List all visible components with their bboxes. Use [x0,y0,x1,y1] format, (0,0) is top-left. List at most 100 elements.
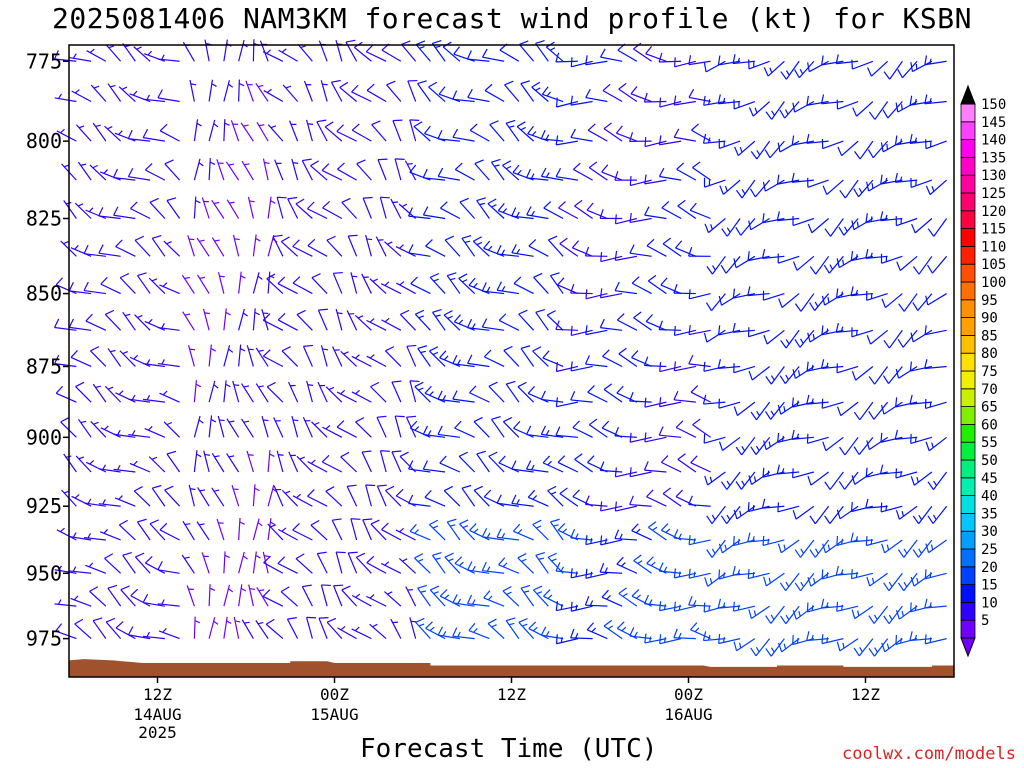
wind-barb [277,556,298,574]
wind-barb [157,323,180,331]
wind-barb [241,160,254,181]
wind-barb [193,119,202,142]
wind-barb [391,380,402,403]
wind-barb [316,119,328,142]
wind-barb [277,312,298,331]
wind-barb [792,468,815,479]
wind-barb [122,42,136,62]
colorbar-label: 20 [981,560,998,576]
wind-barb [540,626,564,640]
wind-barb [381,317,402,331]
wind-barb [320,345,328,367]
wind-barb [444,235,461,257]
wind-barb [618,347,638,367]
wind-barb [617,43,638,62]
wind-barb [166,197,181,219]
colorbar-segment [960,548,976,568]
wind-barb [764,140,785,159]
wind-barb [496,245,519,257]
wind-barb [280,236,299,257]
wind-barb [820,598,844,609]
wind-barb [910,602,933,613]
wind-barb [83,244,106,257]
wind-barb [223,39,232,62]
wind-barb [868,605,889,624]
wind-barb [600,252,623,263]
wind-barb [821,55,844,66]
wind-barb [350,518,361,541]
wind-barb [409,420,431,438]
wind-barb [288,381,299,403]
wind-barb [910,60,933,73]
wind-barb [763,436,785,451]
colorbar-label: 25 [981,542,998,558]
wind-barb [74,618,92,640]
wind-barb [376,415,387,438]
wind-barb [468,622,490,640]
wind-barb [584,495,608,507]
wind-barb [750,436,771,455]
wind-barb [92,383,107,403]
wind-barb [370,381,387,403]
wind-barb [574,453,593,473]
wind-barb [532,346,549,367]
wind-barb [467,354,490,368]
wind-barb [777,140,800,153]
wind-barb [148,277,166,295]
wind-barb [252,308,260,331]
wind-barb [646,238,667,257]
wind-barb [910,433,933,444]
wind-barb [85,562,107,574]
wind-barb [555,320,578,331]
wind-barb [835,565,859,576]
wind-barb [602,349,623,368]
wind-barb [282,84,299,102]
wind-barb [647,274,667,295]
wind-barb [555,426,578,438]
wind-barb [90,84,107,102]
wind-barb [355,552,372,574]
wind-barb [255,347,269,367]
wind-barb [865,498,888,509]
wind-barb [422,460,446,473]
wind-barb [437,425,460,438]
wind-barb [925,436,947,452]
wind-barb [223,616,232,639]
wind-barb [333,584,344,607]
wind-barb [572,489,593,507]
wind-barb [555,167,578,181]
wind-barb [572,162,593,181]
wind-barb [481,318,505,331]
wind-barb [543,589,564,607]
wind-barb [910,329,933,343]
wind-barb [330,79,343,102]
wind-barb [255,620,269,639]
wind-barb [288,451,299,473]
colorbar-segment [960,406,976,425]
wind-barb [792,216,815,227]
plot-frame [68,44,955,678]
wind-barb [437,129,460,142]
wind-barb [381,522,402,541]
wind-barb [851,471,874,485]
wind-barb [238,584,247,607]
wind-barb [217,415,225,438]
wind-barb [704,471,726,486]
x-tick-label: 00Z [674,685,703,704]
wind-barb [193,380,202,403]
wind-barb [718,436,741,451]
wind-barb [340,451,358,473]
wind-barb [223,345,234,367]
wind-barb [148,456,166,473]
wind-barb [747,327,770,338]
colorbar-label: 60 [981,417,998,433]
wind-barb [182,311,195,331]
wind-barb [166,450,181,473]
wind-barb [439,589,461,607]
wind-barb [452,627,475,640]
wind-barb [910,572,933,587]
colorbar-label: 40 [981,489,998,505]
wind-barb [733,638,756,652]
credit-link[interactable]: coolwx.com/models [842,744,1016,764]
